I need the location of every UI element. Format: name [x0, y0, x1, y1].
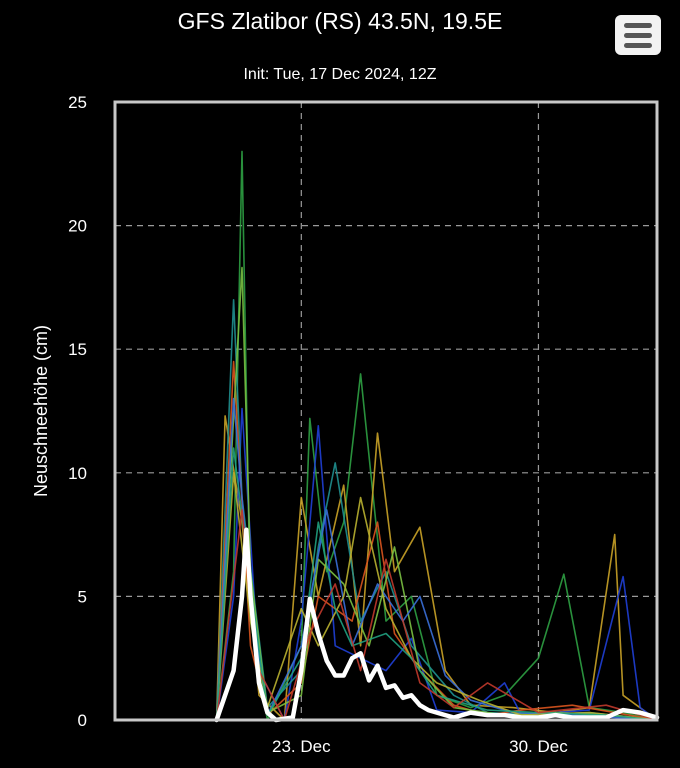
- ensemble-member-line: [215, 360, 658, 721]
- ensemble-member-line: [215, 447, 658, 721]
- ensemble-member-line: [215, 150, 658, 721]
- menu-bar: [624, 22, 652, 28]
- ensemble-mean-line: [214, 527, 660, 723]
- x-tick-label: 30. Dec: [509, 737, 568, 756]
- ensemble-member-line: [215, 266, 658, 721]
- ensemble-series: [215, 150, 658, 721]
- y-tick-label: 20: [68, 217, 87, 236]
- axes: 0 5 10 15 20 25 23. Dec 30. Dec Neuschneehöhe (c…: [31, 93, 568, 756]
- ensemble-member-line: [215, 407, 658, 721]
- y-tick-label: 25: [68, 93, 87, 112]
- hamburger-menu-icon[interactable]: [615, 15, 661, 55]
- x-tick-label: 23. Dec: [272, 737, 331, 756]
- y-tick-label: 10: [68, 464, 87, 483]
- ensemble-member-line: [215, 509, 658, 721]
- menu-bar: [624, 32, 652, 38]
- chart-title: GFS Zlatibor (RS) 43.5N, 19.5E: [177, 8, 503, 34]
- y-axis-label: Neuschneehöhe (cm): [31, 325, 51, 497]
- ensemble-member-line: [215, 397, 658, 721]
- ensemble-member-line: [215, 298, 658, 721]
- menu-bar: [624, 42, 652, 48]
- plot-frame: [113, 100, 659, 722]
- grid: [115, 102, 657, 720]
- y-tick-label: 0: [78, 711, 87, 730]
- ensemble-mean: [214, 527, 660, 723]
- chart-subtitle: Init: Tue, 17 Dec 2024, 12Z: [243, 66, 437, 83]
- y-tick-label: 5: [78, 587, 87, 606]
- y-tick-label: 15: [68, 340, 87, 359]
